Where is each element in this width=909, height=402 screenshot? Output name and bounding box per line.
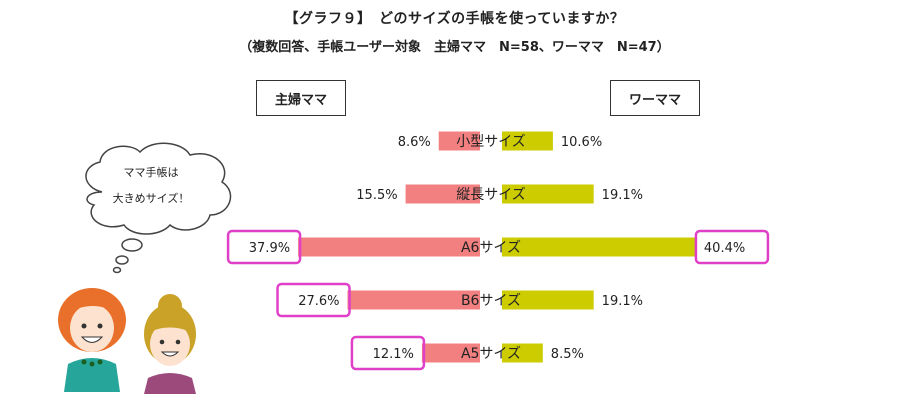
bar-shufu-0	[438, 131, 480, 151]
value-label-wamama-2: 40.4%	[704, 241, 745, 256]
bubble-text-line2: 大きめサイズ！	[112, 192, 190, 205]
value-label-shufu-3: 27.6%	[298, 294, 339, 309]
chart-subtitle: （複数回答、手帳ユーザー対象 主婦ママ N=58、ワーママ N=47）	[239, 40, 670, 55]
highlight-box-shufu-3	[276, 282, 351, 318]
category-label-4: A5サイズ	[461, 346, 521, 362]
bubble-text-line1: ママ手帳は	[123, 166, 179, 179]
value-label-wamama-4: 8.5%	[551, 347, 584, 362]
highlight-box-shufu-2	[226, 229, 302, 265]
category-label-1: 縦長サイズ	[456, 187, 526, 203]
thought-bubble-icon	[85, 142, 232, 274]
bar-shufu-4	[421, 343, 480, 363]
bar-shufu-1	[405, 184, 480, 204]
legend-left-box: 主婦ママ	[256, 80, 346, 116]
highlight-box-shufu-4	[350, 335, 426, 371]
bar-shufu-2	[298, 237, 480, 257]
category-label-3: B6サイズ	[461, 293, 521, 309]
value-label-wamama-3: 19.1%	[602, 294, 643, 309]
bar-wamama-1	[502, 184, 594, 204]
value-label-shufu-4: 12.1%	[373, 347, 414, 362]
legend-left-label: 主婦ママ	[274, 92, 327, 108]
chart-title: 【グラフ９】 どのサイズの手帳を使っていますか？	[284, 11, 625, 27]
bar-wamama-2	[502, 237, 696, 257]
bar-wamama-3	[502, 290, 594, 310]
bar-wamama-4	[502, 343, 543, 363]
category-label-0: 小型サイズ	[456, 134, 526, 150]
legend-right-box: ワーママ	[610, 80, 700, 116]
value-label-wamama-1: 19.1%	[602, 188, 643, 203]
bar-shufu-3	[347, 290, 480, 310]
category-label-2: A6サイズ	[461, 240, 521, 256]
bar-wamama-0	[502, 131, 553, 151]
value-label-shufu-0: 8.6%	[398, 135, 431, 150]
legend-right-label: ワーママ	[628, 92, 681, 108]
value-label-shufu-2: 37.9%	[249, 241, 290, 256]
value-label-shufu-1: 15.5%	[356, 188, 397, 203]
highlight-box-wamama-2	[694, 229, 770, 265]
value-label-wamama-0: 10.6%	[561, 135, 602, 150]
mom-characters-icon	[58, 288, 196, 394]
